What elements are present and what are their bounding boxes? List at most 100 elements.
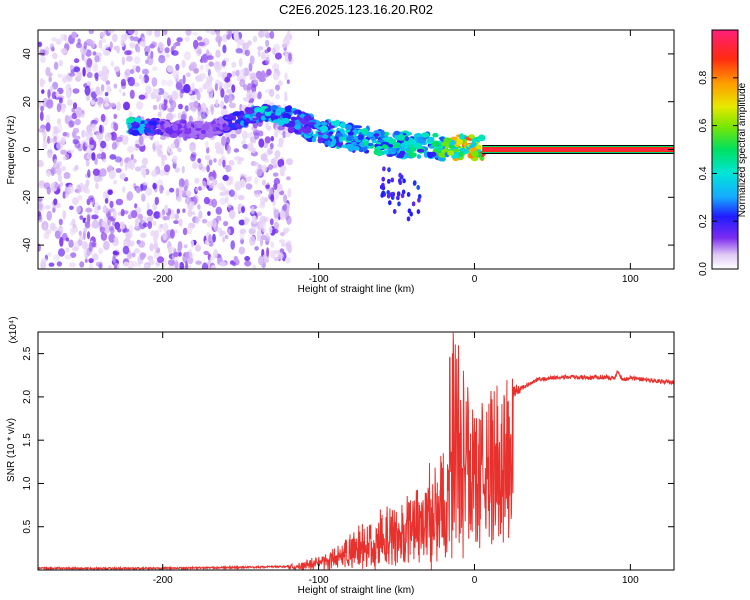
noise-speck (138, 135, 144, 145)
noise-speck (55, 38, 62, 45)
noise-speck (212, 169, 216, 179)
noise-speck (82, 67, 86, 77)
noise-speck (258, 138, 265, 148)
noise-speck (115, 136, 123, 143)
noise-speck (139, 183, 144, 192)
noise-speck (237, 40, 241, 48)
noise-speck (261, 227, 267, 232)
signal-speck (248, 109, 253, 115)
noise-speck (275, 93, 280, 100)
noise-speck (152, 202, 157, 211)
noise-speck (145, 187, 153, 196)
noise-speck (266, 46, 271, 53)
noise-speck (191, 106, 197, 113)
tail-speck (387, 178, 391, 184)
signal-speck (345, 143, 354, 150)
noise-speck (138, 94, 146, 100)
noise-speck (274, 52, 282, 60)
noise-speck (115, 198, 124, 206)
signal-speck (331, 138, 337, 145)
noise-speck (196, 91, 201, 101)
x-tick-label: 0 (472, 575, 478, 586)
noise-speck (111, 142, 117, 150)
noise-speck (237, 157, 245, 162)
noise-speck (130, 210, 138, 219)
signal-speck (435, 145, 443, 151)
noise-speck (150, 50, 154, 60)
tail-speck (416, 209, 421, 215)
noise-speck (92, 51, 97, 56)
y-tick-label: 0.5 (22, 519, 33, 533)
noise-speck (175, 80, 183, 90)
noise-speck (234, 180, 242, 191)
noise-speck (72, 197, 79, 206)
signal-speck (475, 138, 481, 143)
noise-speck (58, 218, 63, 226)
noise-speck (144, 51, 149, 57)
noise-speck (269, 218, 274, 226)
noise-speck (47, 152, 52, 159)
noise-speck (59, 236, 64, 247)
signal-speck (402, 141, 411, 146)
noise-speck (190, 61, 197, 70)
noise-speck (223, 220, 229, 227)
noise-speck (239, 79, 246, 88)
noise-speck (54, 183, 61, 189)
signal-speck (254, 108, 260, 113)
noise-speck (258, 255, 264, 266)
noise-speck (206, 55, 214, 61)
signal-line-core (482, 148, 674, 151)
signal-speck (270, 105, 279, 111)
noise-speck (53, 136, 57, 142)
noise-speck (113, 66, 120, 72)
noise-speck (86, 198, 91, 206)
noise-speck (38, 213, 42, 220)
signal-speck (297, 110, 302, 115)
noise-speck (75, 205, 81, 214)
noise-speck (174, 213, 179, 221)
noise-speck (140, 168, 147, 177)
noise-speck (95, 261, 103, 267)
noise-speck (152, 220, 157, 226)
noise-speck (215, 99, 219, 107)
noise-speck (166, 79, 174, 87)
noise-speck (166, 112, 174, 122)
signal-speck (352, 146, 360, 151)
noise-speck (261, 164, 268, 173)
noise-speck (92, 62, 99, 72)
noise-speck (191, 82, 195, 92)
x-tick-label: 100 (622, 575, 639, 586)
signal-speck (399, 150, 406, 155)
x-tick-label: -100 (309, 274, 329, 285)
colorbar: 0.0 0.2 0.4 0.6 0.8 Normalized spectral ampl… (698, 29, 748, 276)
noise-speck (60, 149, 67, 155)
noise-speck (173, 251, 180, 257)
noise-speck (188, 115, 193, 123)
noise-speck (104, 102, 110, 107)
noise-speck (85, 94, 91, 101)
noise-speck (83, 41, 88, 50)
spectrogram-y-ticks: -40 -20 0 20 40 (22, 48, 674, 252)
noise-speck (109, 41, 113, 50)
noise-speck (104, 132, 112, 142)
noise-speck (183, 244, 188, 249)
noise-speck (59, 226, 64, 232)
noise-speck (154, 30, 161, 38)
noise-speck (85, 148, 92, 154)
noise-speck (112, 254, 116, 264)
noise-speck (198, 210, 203, 219)
noise-speck (273, 256, 279, 262)
noise-speck (169, 229, 175, 239)
noise-speck (249, 55, 255, 65)
signal-speck (303, 114, 312, 122)
noise-speck (228, 175, 234, 185)
noise-speck (58, 60, 63, 67)
noise-speck (110, 61, 115, 67)
noise-speck (123, 101, 130, 111)
noise-speck (265, 56, 270, 65)
colorbar-label: Normalized spectral amplitude (737, 82, 748, 217)
noise-speck (174, 260, 179, 269)
noise-speck (69, 205, 74, 210)
noise-speck (72, 88, 80, 94)
signal-speck (143, 128, 152, 133)
